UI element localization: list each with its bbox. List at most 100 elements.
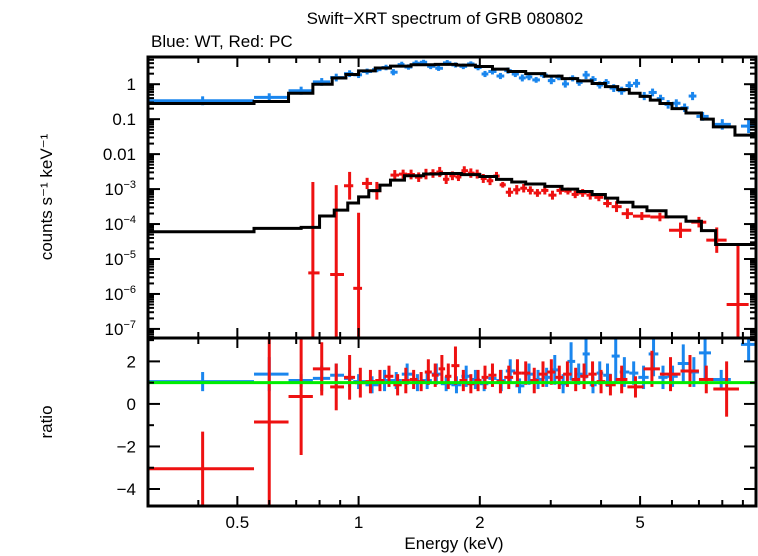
plot-frame (146, 55, 758, 508)
ratio-point-pc (605, 374, 616, 396)
data-point-wt (532, 77, 540, 83)
y-axis-label-ratio: ratio (37, 405, 56, 438)
ratio-point-wt (629, 361, 639, 385)
chart-subtitle: Blue: WT, Red: PC (151, 32, 293, 51)
y-tick-label-top: 10−5 (105, 249, 136, 269)
ratio-point-pc (580, 363, 589, 390)
y-tick-label-top: 1 (127, 75, 136, 94)
ratio-point-wt (582, 338, 590, 379)
ratio-point-pc (713, 361, 739, 417)
ratio-point-wt (648, 338, 659, 377)
data-point-wt (648, 88, 657, 97)
ratio-point-pc (409, 369, 418, 390)
y-tick-label-top: 0.1 (112, 110, 136, 129)
tick-exponent: −4 (123, 214, 136, 226)
x-tick-label: 2 (475, 513, 484, 532)
x-tick-label: 0.5 (226, 513, 250, 532)
data-point-pc (505, 187, 514, 197)
y-tick-label-bottom: 2 (127, 352, 136, 371)
tick-exponent: −7 (123, 319, 136, 331)
y-tick-label-bottom: 0 (127, 395, 136, 414)
ratio-point-pc (254, 338, 289, 506)
ratio-point-pc (451, 346, 460, 385)
y-tick-label-bottom: −4 (117, 480, 136, 499)
ratio-point-wt (658, 365, 668, 390)
ratio-point-pc (659, 357, 681, 392)
y-tick-label-top: 0.01 (103, 145, 136, 164)
data-point-pc (603, 199, 612, 208)
data-point-pc (308, 181, 320, 338)
ratio-point-pc (312, 342, 331, 396)
y-tick-label-bottom: −2 (117, 437, 136, 456)
data-point-wt (632, 79, 641, 88)
ratio-point-pc (148, 431, 255, 506)
ratio-point-pc (344, 355, 356, 400)
tick-base: 10 (105, 215, 124, 234)
ratio-point-pc (330, 363, 345, 411)
ratio-point-pc (438, 355, 446, 383)
data-point-pc (621, 208, 633, 219)
y-tick-label-top: 10−6 (105, 284, 136, 304)
ratio-point-pc (393, 374, 402, 396)
ratio-point-pc (504, 365, 514, 390)
data-point-pc (344, 171, 354, 200)
data-point-wt (518, 74, 526, 82)
ratio-point-pc (481, 365, 489, 390)
ratio-point-pc (474, 369, 482, 392)
model-line-wt (148, 62, 758, 141)
data-point-pc (527, 186, 534, 195)
ratio-point-pc (571, 367, 581, 392)
ratio-point-pc (459, 369, 468, 392)
data-point-wt (496, 72, 505, 80)
data-point-wt (481, 70, 489, 78)
data-point-wt (435, 65, 443, 71)
tick-exponent: −5 (123, 249, 136, 261)
model-line-pc (148, 171, 756, 246)
tick-exponent: −3 (123, 179, 136, 191)
data-point-wt (390, 69, 398, 76)
data-point-pc (632, 212, 651, 221)
ratio-point-pc (547, 359, 556, 385)
y-tick-label-top: 10−4 (105, 214, 136, 234)
ratio-point-wt (677, 344, 689, 383)
ratio-point-pc (401, 367, 410, 394)
data-point-wt (688, 91, 697, 101)
ratio-point-pc (627, 376, 644, 398)
ratio-panel-data (148, 338, 756, 506)
data-point-pc (726, 245, 749, 338)
tick-base: 10 (105, 320, 124, 339)
data-point-pc (548, 190, 557, 200)
data-point-pc (499, 181, 506, 188)
data-point-pc (533, 189, 542, 197)
x-axis-label: Energy (keV) (404, 534, 503, 553)
ratio-point-pc (521, 361, 531, 385)
data-point-pc (330, 185, 345, 338)
data-point-pc (669, 222, 692, 238)
ratio-point-wt (254, 357, 289, 392)
x-tick-label: 5 (635, 513, 644, 532)
y-axis-label-counts: counts s⁻¹ keV⁻¹ (37, 133, 56, 260)
ratio-point-pc (555, 365, 564, 390)
ratio-point-pc (698, 365, 714, 394)
ratio-point-wt (365, 376, 379, 394)
spectrum-panel-data (148, 59, 758, 338)
ratio-point-wt (505, 359, 516, 383)
data-point-wt (582, 70, 590, 80)
data-point-pc (520, 183, 528, 193)
tick-base: 10 (105, 250, 124, 269)
ratio-point-wt (611, 338, 620, 383)
data-point-wt (562, 80, 569, 88)
tick-exponent: −6 (123, 284, 136, 296)
data-point-pc (513, 185, 521, 195)
tick-base: 10 (105, 180, 124, 199)
ratio-point-wt (740, 338, 756, 362)
tick-base: 10 (105, 285, 124, 304)
y-tick-label-top: 10−7 (105, 319, 136, 339)
ratio-point-pc (643, 350, 660, 387)
data-point-pc (390, 170, 400, 181)
x-tick-label: 1 (354, 513, 363, 532)
data-point-wt (547, 77, 556, 85)
y-tick-label-top: 10−3 (105, 179, 136, 199)
